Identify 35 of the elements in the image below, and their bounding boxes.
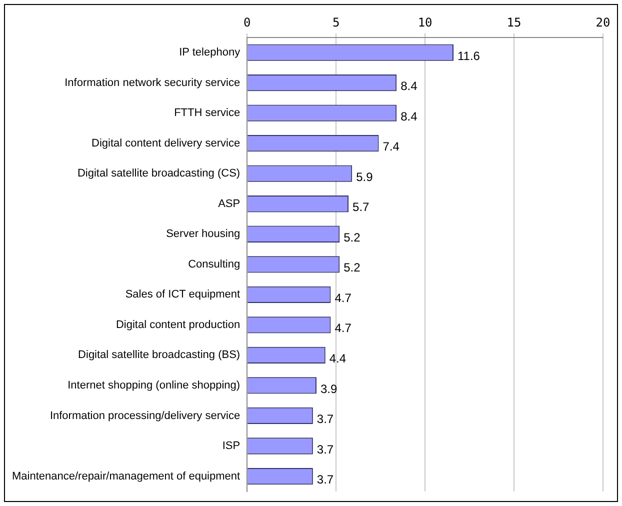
y-tick-label: Digital satellite broadcasting (CS): [77, 168, 240, 180]
data-label: 3.7: [316, 412, 334, 426]
data-label: 3.7: [316, 472, 334, 487]
x-tick-label: 20: [596, 15, 610, 30]
data-label: 4.4: [329, 352, 346, 366]
y-tick-label: Information processing/delivery service: [50, 410, 240, 422]
x-tick-label: 10: [418, 15, 432, 30]
y-tick-label: Internet shopping (online shopping): [68, 380, 240, 392]
data-label: 4.7: [334, 290, 352, 305]
y-tick-label: ASP: [218, 198, 240, 210]
y-tick-label: Maintenance/repair/management of equipment: [12, 470, 240, 482]
y-tick-label: Information network security service: [64, 76, 240, 89]
x-tick-label: 0: [243, 15, 251, 30]
y-tick-label: IP telephony: [179, 46, 241, 59]
y-tick-label: Server housing: [166, 228, 240, 240]
y-tick-label: Sales of ICT equipment: [125, 288, 240, 301]
y-tick-label: FTTH service: [174, 107, 240, 120]
data-label: 5.2: [344, 260, 361, 275]
data-label: 4.7: [334, 321, 352, 336]
data-label: 8.4: [400, 79, 418, 94]
y-tick-label: Digital content delivery service: [92, 137, 240, 150]
data-label: 8.4: [400, 109, 418, 124]
y-tick-label: Consulting: [188, 258, 240, 270]
data-label: 7.4: [382, 140, 400, 154]
data-label: 5.7: [352, 200, 370, 214]
y-tick-label: Digital satellite broadcasting (BS): [78, 349, 240, 362]
y-tick-label: Digital content production: [116, 318, 240, 331]
x-tick-label: 5: [332, 15, 340, 30]
data-label: 5.9: [356, 170, 374, 184]
data-label: 5.2: [344, 230, 361, 244]
y-tick-label: ISP: [222, 440, 240, 452]
data-label: 3.7: [316, 442, 334, 456]
data-label: 3.9: [320, 382, 338, 396]
data-label: 11.6: [458, 48, 480, 63]
x-tick-label: 15: [506, 15, 522, 30]
